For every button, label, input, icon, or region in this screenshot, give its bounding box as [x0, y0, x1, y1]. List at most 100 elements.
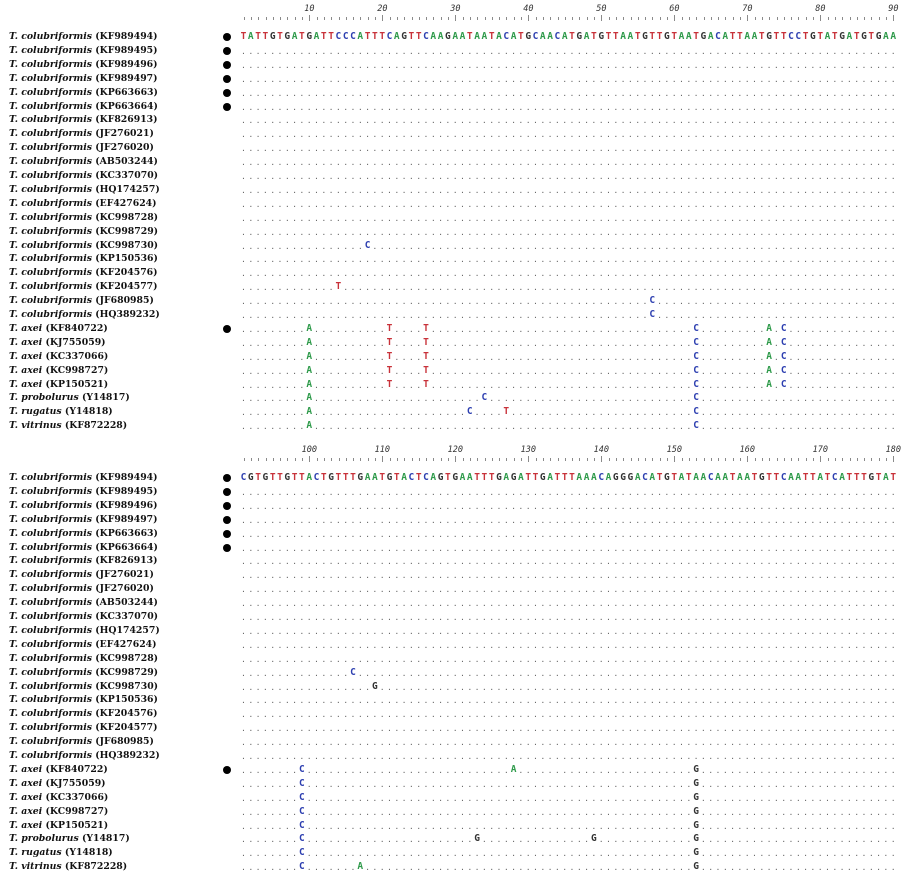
- identical-position-dot: .: [831, 568, 838, 582]
- identical-position-dot: .: [503, 721, 510, 735]
- nucleotide: T: [634, 30, 641, 44]
- identical-position-dot: .: [313, 541, 320, 555]
- identical-position-dot: .: [342, 582, 349, 596]
- identical-position-dot: .: [678, 554, 685, 568]
- identical-position-dot: .: [561, 294, 568, 308]
- identical-position-dot: .: [569, 266, 576, 280]
- identical-position-dot: .: [313, 336, 320, 350]
- identical-position-dot: .: [306, 211, 313, 225]
- identical-position-dot: .: [284, 541, 291, 555]
- identical-position-dot: .: [839, 624, 846, 638]
- identical-position-dot: .: [598, 749, 605, 763]
- identical-position-dot: .: [525, 100, 532, 114]
- identical-position-dot: .: [430, 197, 437, 211]
- identical-position-dot: .: [328, 308, 335, 322]
- sequence-label: T. colubriformis (JF680985): [9, 735, 229, 749]
- identical-position-dot: .: [671, 527, 678, 541]
- identical-position-dot: .: [474, 596, 481, 610]
- identical-position-dot: .: [320, 582, 327, 596]
- identical-position-dot: .: [364, 527, 371, 541]
- identical-position-dot: .: [306, 266, 313, 280]
- identical-position-dot: .: [510, 86, 517, 100]
- identical-position-dot: .: [700, 113, 707, 127]
- identical-position-dot: .: [525, 485, 532, 499]
- identical-position-dot: .: [291, 749, 298, 763]
- accession-number: (KP663664): [95, 101, 158, 112]
- identical-position-dot: .: [729, 582, 736, 596]
- nucleotide: C: [780, 336, 787, 350]
- identical-position-dot: .: [496, 44, 503, 58]
- identical-position-dot: .: [335, 405, 342, 419]
- sample-marker-dot: [223, 88, 231, 97]
- identical-position-dot: .: [882, 183, 889, 197]
- nucleotide: C: [715, 30, 722, 44]
- identical-position-dot: .: [262, 527, 269, 541]
- identical-position-dot: .: [496, 141, 503, 155]
- identical-position-dot: .: [569, 141, 576, 155]
- ruler-tick: [878, 17, 880, 20]
- identical-position-dot: .: [503, 350, 510, 364]
- nucleotide: C: [693, 364, 700, 378]
- identical-position-dot: .: [824, 86, 831, 100]
- identical-position-dot: .: [839, 721, 846, 735]
- identical-position-dot: .: [517, 155, 524, 169]
- ruler-tick: [433, 17, 435, 20]
- identical-position-dot: .: [320, 527, 327, 541]
- identical-position-dot: .: [882, 336, 889, 350]
- accession-number: (KF204577): [95, 281, 157, 292]
- identical-position-dot: .: [663, 596, 670, 610]
- identical-position-dot: .: [255, 527, 262, 541]
- identical-position-dot: .: [569, 499, 576, 513]
- identical-position-dot: .: [612, 155, 619, 169]
- identical-position-dot: .: [722, 485, 729, 499]
- identical-position-dot: .: [401, 280, 408, 294]
- identical-position-dot: .: [320, 211, 327, 225]
- identical-position-dot: .: [298, 44, 305, 58]
- identical-position-dot: .: [320, 141, 327, 155]
- identical-position-dot: .: [875, 252, 882, 266]
- ruler-tick: [674, 15, 676, 21]
- nucleotide: T: [320, 30, 327, 44]
- identical-position-dot: .: [393, 735, 400, 749]
- identical-position-dot: .: [809, 266, 816, 280]
- nucleotide: A: [357, 30, 364, 44]
- identical-position-dot: .: [817, 707, 824, 721]
- identical-position-dot: .: [393, 568, 400, 582]
- ruler-tick: [725, 458, 727, 461]
- identical-position-dot: .: [751, 364, 758, 378]
- identical-position-dot: .: [583, 749, 590, 763]
- identical-position-dot: .: [722, 183, 729, 197]
- identical-position-dot: .: [831, 100, 838, 114]
- identical-position-dot: .: [415, 44, 422, 58]
- identical-position-dot: .: [408, 554, 415, 568]
- identical-position-dot: .: [379, 155, 386, 169]
- identical-position-dot: .: [722, 499, 729, 513]
- identical-position-dot: .: [620, 211, 627, 225]
- identical-position-dot: .: [839, 169, 846, 183]
- identical-position-dot: .: [313, 735, 320, 749]
- nucleotide: T: [466, 30, 473, 44]
- identical-position-dot: .: [882, 322, 889, 336]
- identical-position-dot: .: [554, 308, 561, 322]
- identical-position-dot: .: [576, 141, 583, 155]
- identical-position-dot: .: [853, 280, 860, 294]
- identical-position-dot: .: [247, 350, 254, 364]
- identical-position-dot: .: [269, 596, 276, 610]
- identical-position-dot: .: [452, 72, 459, 86]
- identical-position-dot: .: [773, 707, 780, 721]
- identical-position-dot: .: [802, 86, 809, 100]
- identical-position-dot: .: [371, 294, 378, 308]
- identical-position-dot: .: [525, 707, 532, 721]
- identical-position-dot: .: [298, 225, 305, 239]
- identical-position-dot: .: [371, 596, 378, 610]
- identical-position-dot: .: [824, 638, 831, 652]
- identical-position-dot: .: [350, 58, 357, 72]
- identical-position-dot: .: [853, 527, 860, 541]
- identical-position-dot: .: [736, 266, 743, 280]
- identical-position-dot: .: [824, 652, 831, 666]
- sequence-label: T. colubriformis (KF989496): [9, 58, 229, 72]
- identical-position-dot: .: [386, 666, 393, 680]
- identical-position-dot: .: [371, 378, 378, 392]
- identical-position-dot: .: [663, 266, 670, 280]
- sequence-row: T. colubriformis (KC998728).............…: [0, 652, 902, 666]
